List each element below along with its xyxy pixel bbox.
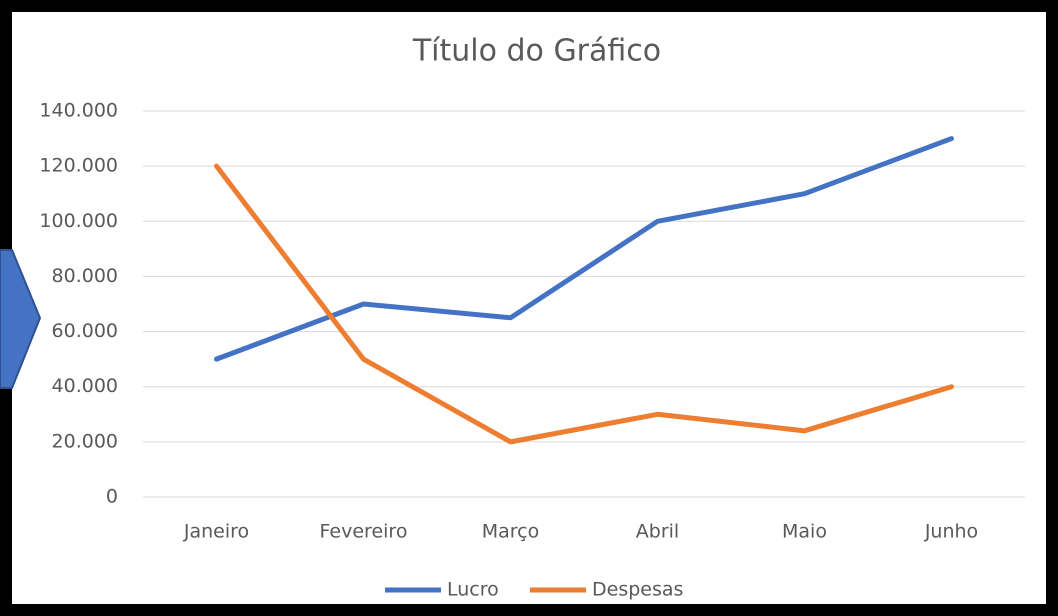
y-tick-label: 40.000 — [52, 375, 118, 397]
x-tick-label: Abril — [636, 521, 679, 543]
x-tick-label: Junho — [924, 521, 978, 543]
x-tick-label: Janeiro — [183, 521, 249, 543]
x-tick-label: Maio — [782, 521, 827, 543]
y-tick-label: 20.000 — [52, 430, 118, 452]
series-line — [214, 136, 954, 362]
y-tick-label: 0 — [106, 486, 118, 508]
y-tick-label: 140.000 — [39, 100, 118, 122]
y-tick-label: 80.000 — [52, 265, 118, 287]
legend-label: Lucro — [447, 579, 499, 601]
arrow-shape — [0, 249, 42, 389]
y-tick-label: 60.000 — [52, 320, 118, 342]
y-tick-label: 100.000 — [39, 210, 118, 232]
legend-label: Despesas — [592, 579, 683, 601]
series-line — [214, 163, 954, 445]
y-tick-label: 120.000 — [39, 155, 118, 177]
chart-title: Título do Gráfico — [412, 34, 661, 69]
x-tick-label: Fevereiro — [320, 521, 408, 543]
x-tick-label: Março — [482, 521, 540, 543]
